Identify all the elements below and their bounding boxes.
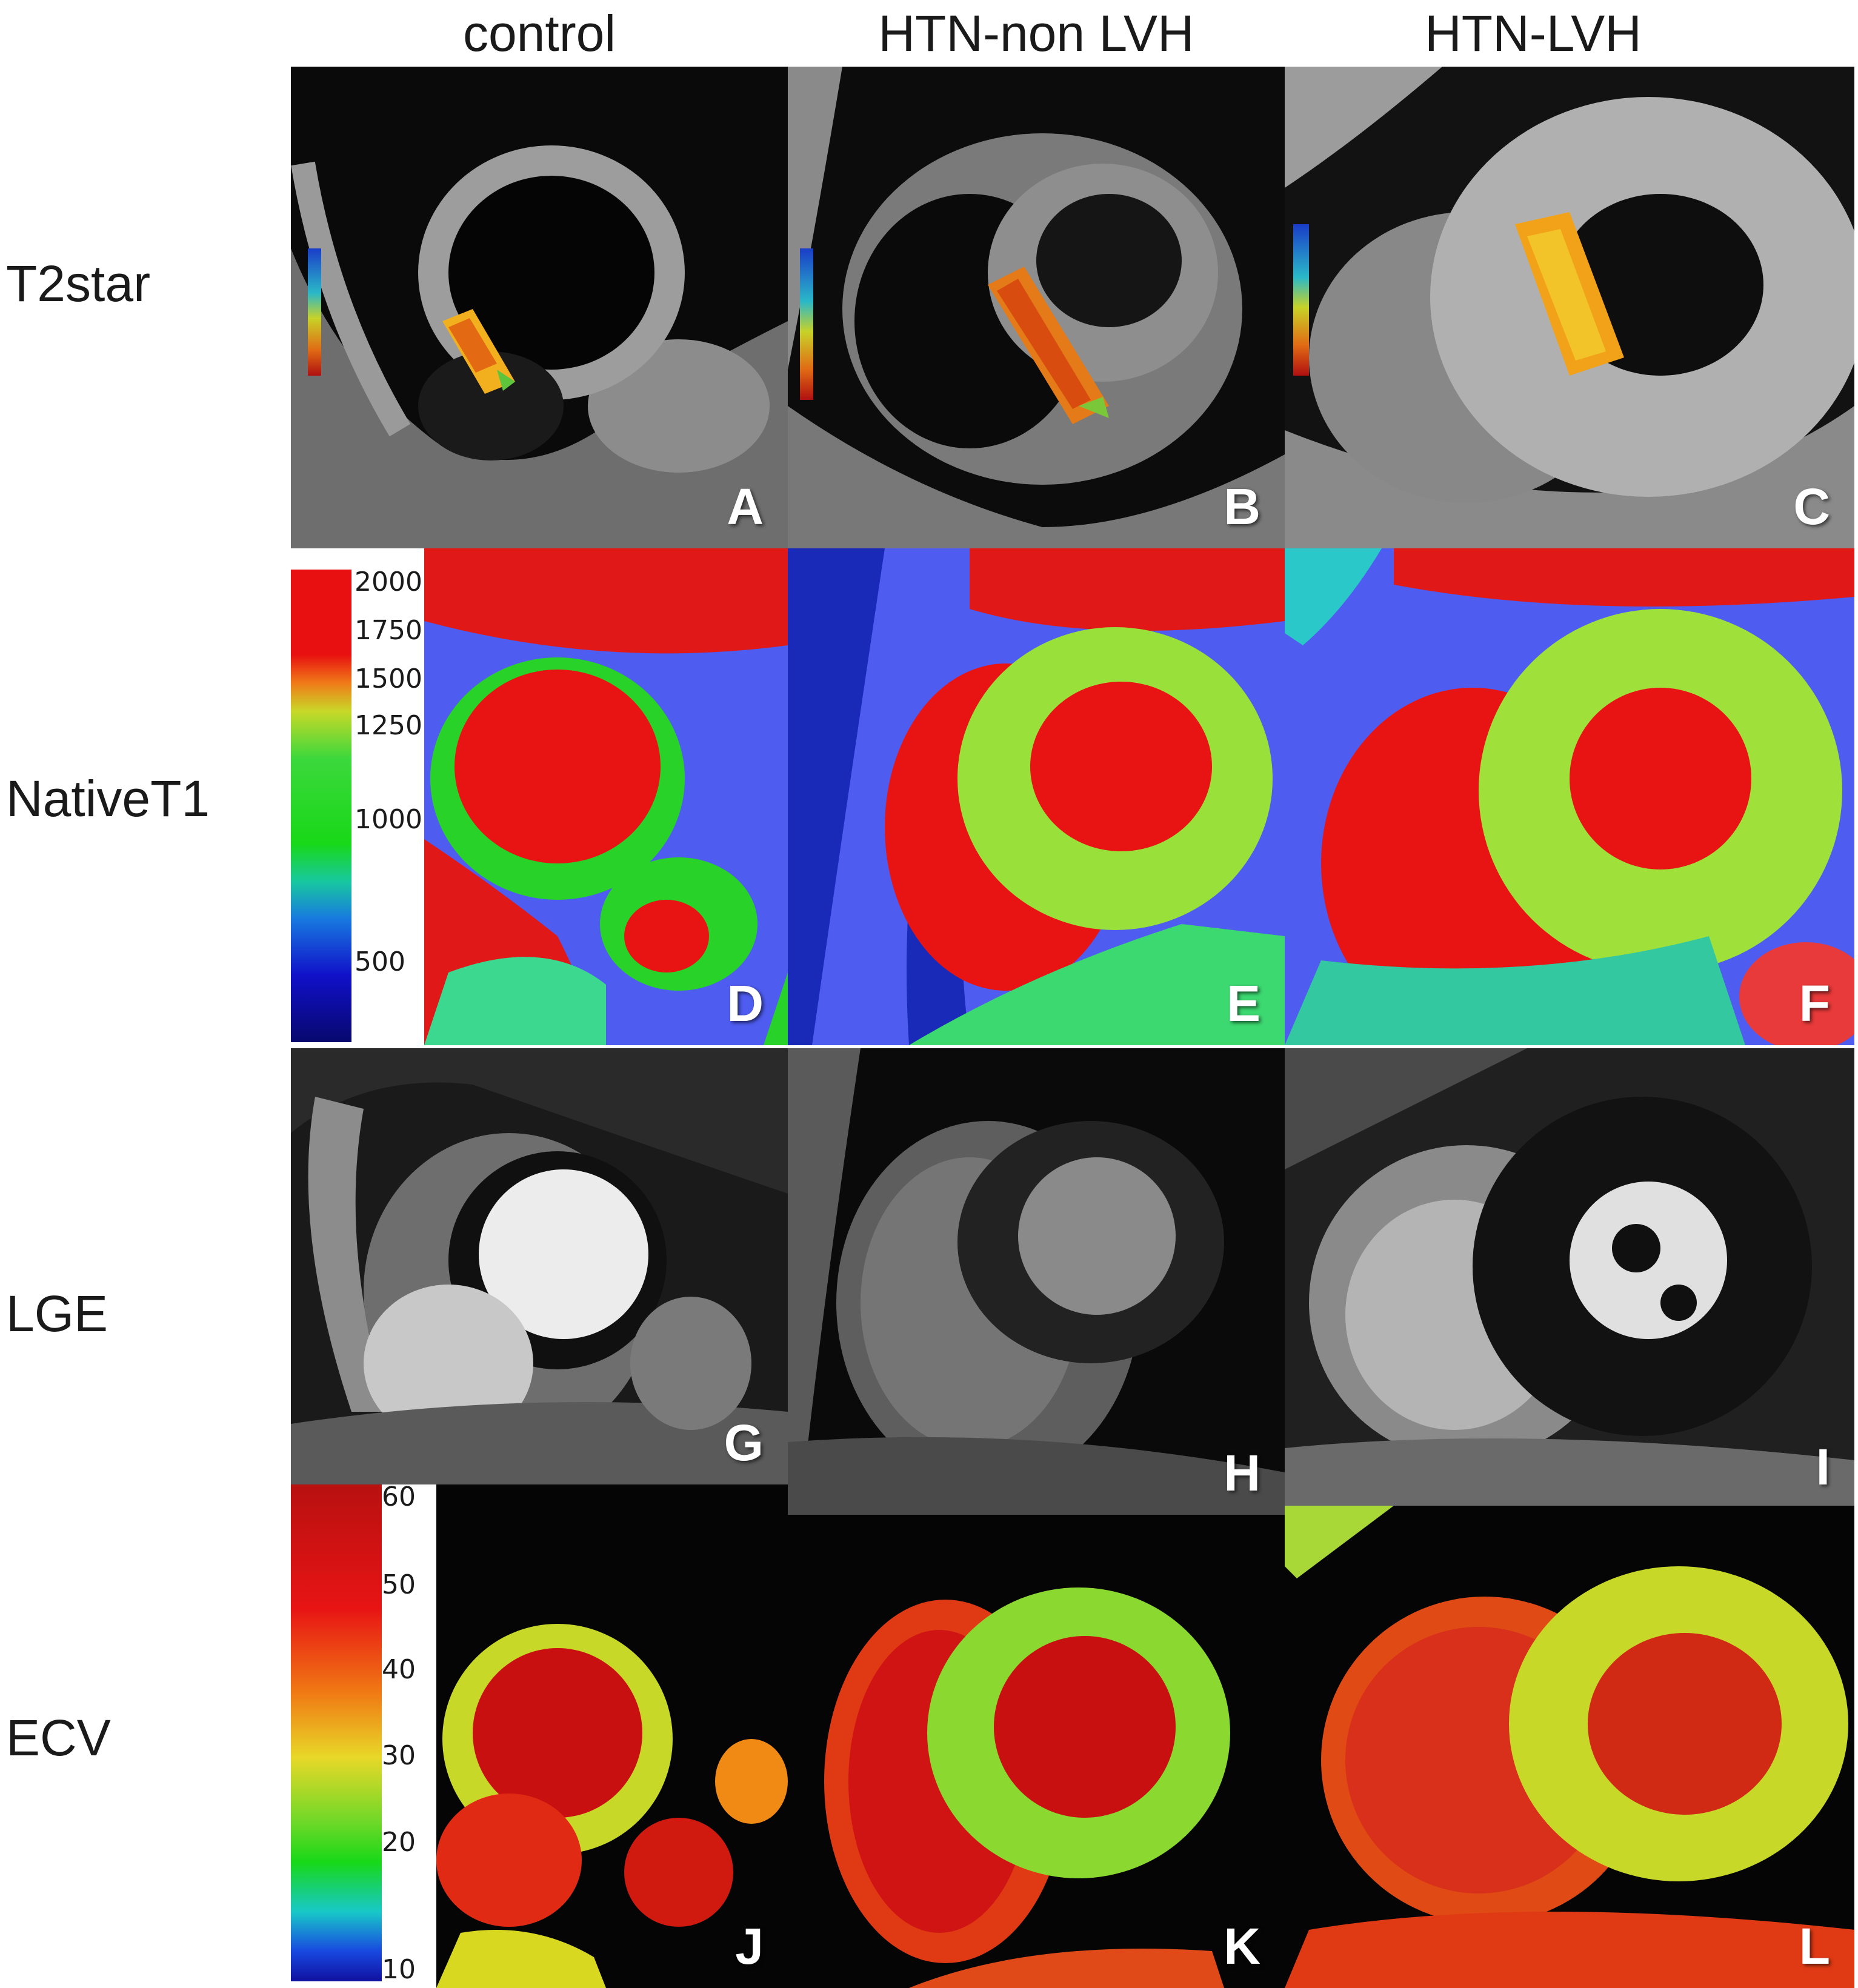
map-ecv-htn-lvh-image <box>1285 1506 1854 1988</box>
ecv-scale-40: 40 <box>382 1654 416 1685</box>
panel-letter-i: I <box>1816 1438 1830 1495</box>
native-t1-scale-1000: 1000 <box>355 804 422 835</box>
panel-native-t1-control: D <box>424 548 788 1045</box>
panel-letter-c: C <box>1793 478 1830 535</box>
panel-lge-htn-non-lvh: H <box>788 1048 1285 1515</box>
panel-letter-e: E <box>1226 975 1260 1032</box>
panel-native-t1-htn-lvh: F <box>1285 548 1854 1045</box>
panel-letter-k: K <box>1224 1918 1260 1975</box>
map-ecv-control-image <box>436 1484 788 1988</box>
panel-letter-a: A <box>727 478 764 535</box>
panel-letter-h: H <box>1224 1444 1260 1501</box>
column-header-htn-non-lvh: HTN-non LVH <box>878 5 1194 62</box>
ecv-colorbar <box>291 1484 382 1981</box>
row-label-lge: LGE <box>6 1285 108 1342</box>
mri-t2star-htn-lvh-image <box>1285 67 1854 548</box>
map-native-t1-control-image <box>424 548 788 1045</box>
native-t1-scale-1250: 1250 <box>355 710 422 741</box>
ecv-scale-50: 50 <box>382 1569 416 1600</box>
panel-letter-l: L <box>1799 1918 1830 1975</box>
panel-letter-b: B <box>1224 478 1260 535</box>
row-label-ecv: ECV <box>6 1709 111 1766</box>
native-t1-scale-2000: 2000 <box>355 567 422 597</box>
panel-native-t1-htn-non-lvh: E <box>788 548 1285 1045</box>
ecv-scale-10: 10 <box>382 1954 416 1985</box>
native-t1-scale-1750: 1750 <box>355 615 422 646</box>
native-t1-scale-500: 500 <box>355 946 405 977</box>
mri-lge-htn-non-lvh-image <box>788 1048 1285 1515</box>
mri-lge-htn-lvh-image <box>1285 1048 1854 1509</box>
panel-t2star-control: A <box>291 67 788 548</box>
column-header-htn-lvh: HTN-LVH <box>1425 5 1642 62</box>
panel-letter-g: G <box>724 1414 764 1471</box>
ecv-scale-60: 60 <box>382 1481 416 1512</box>
native-t1-scale-1500: 1500 <box>355 663 422 694</box>
panel-lge-htn-lvh: I <box>1285 1048 1854 1509</box>
native-t1-colorbar <box>291 570 351 1042</box>
mri-lge-control-image <box>291 1048 788 1484</box>
panel-t2star-htn-lvh: C <box>1285 67 1854 548</box>
panel-letter-d: D <box>727 975 764 1032</box>
mri-t2star-control-image <box>291 67 788 548</box>
mri-t2star-htn-non-lvh-image <box>788 67 1285 548</box>
panel-lge-control: G <box>291 1048 788 1484</box>
row-label-native-t1: NativeT1 <box>6 770 210 827</box>
map-native-t1-htn-non-lvh-image <box>788 548 1285 1045</box>
row-label-t2star: T2star <box>6 255 151 312</box>
panel-ecv-htn-lvh: L <box>1285 1506 1854 1988</box>
panel-letter-j: J <box>735 1918 764 1975</box>
map-ecv-htn-non-lvh-image <box>788 1515 1285 1988</box>
column-header-control: control <box>462 5 616 62</box>
panel-ecv-htn-non-lvh: K <box>788 1515 1285 1988</box>
ecv-scale-30: 30 <box>382 1740 416 1771</box>
map-native-t1-htn-lvh-image <box>1285 548 1854 1045</box>
panel-ecv-control: J <box>436 1484 788 1988</box>
panel-t2star-htn-non-lvh: B <box>788 67 1285 548</box>
panel-letter-f: F <box>1799 975 1830 1032</box>
ecv-scale-20: 20 <box>382 1827 416 1858</box>
